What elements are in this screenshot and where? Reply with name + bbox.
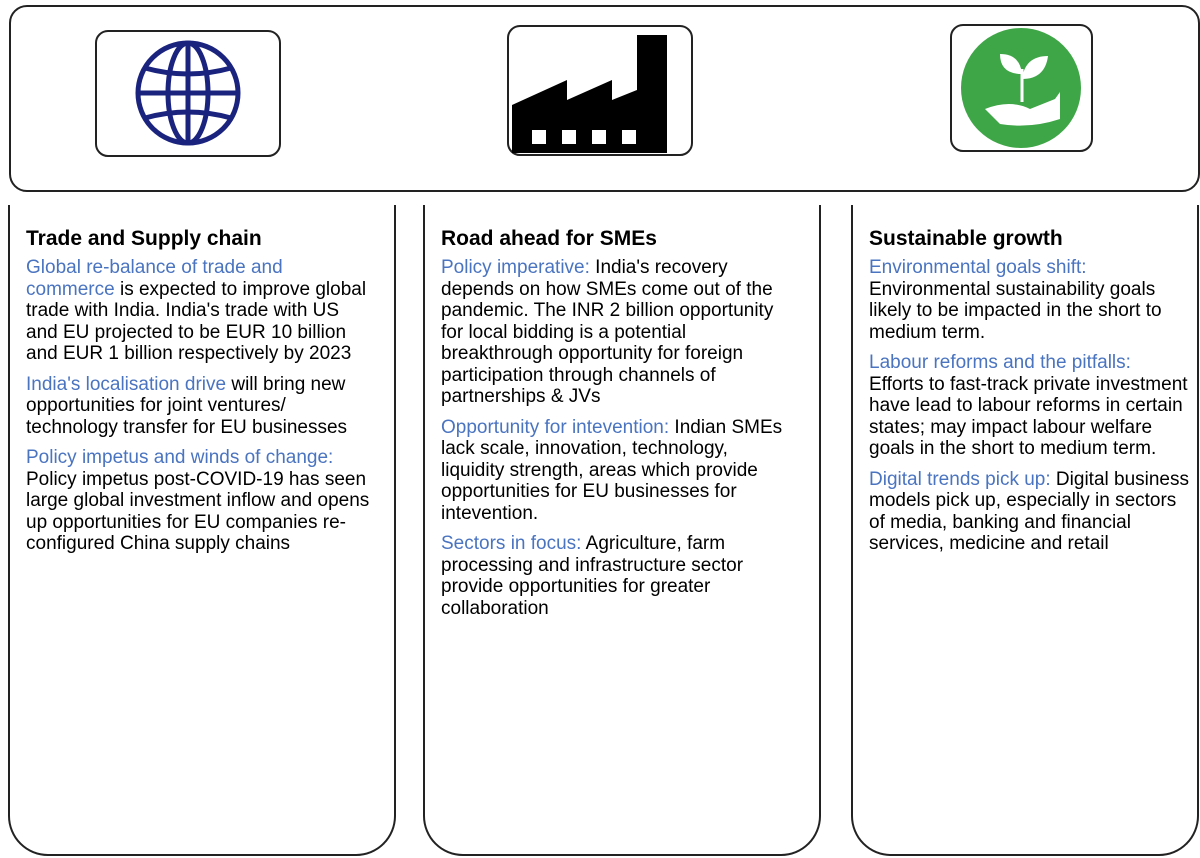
- column: Trade and Supply chain Global re-balance …: [8, 205, 396, 856]
- item-text: Policy impetus post-COVID-19 has seen la…: [26, 468, 370, 555]
- item-lead: Sectors in focus:: [441, 533, 582, 554]
- item-text: will bring new opportunities for joint v…: [26, 373, 348, 438]
- sustainability-icon: [950, 24, 1093, 152]
- item-text: Indian SMEs lack scale, innovation, tech…: [441, 416, 783, 524]
- item-text: India's recovery depends on how SMEs com…: [441, 257, 774, 407]
- item-lead: Policy imperative:: [441, 257, 590, 278]
- item-lead: Environmental goals shift:: [869, 257, 1087, 278]
- item: Policy impetus and winds of change: Poli…: [26, 447, 376, 555]
- item: Environmental goals shift: Environmental…: [869, 257, 1189, 343]
- item-lead: Labour reforms and the pitfalls:: [869, 352, 1131, 373]
- item-text: Digital business models pick up, especia…: [869, 468, 1189, 555]
- item-text: Agriculture, farm processing and infrast…: [441, 533, 744, 619]
- item: Opportunity for intevention: Indian SMEs…: [441, 417, 791, 525]
- column-title: Sustainable growth: [869, 227, 1063, 250]
- item-lead: Policy impetus and winds of change:: [26, 447, 334, 468]
- item: Labour reforms and the pitfalls: Efforts…: [869, 352, 1189, 460]
- column: Road ahead for SMEs Policy imperative: In…: [423, 205, 821, 856]
- column-content: Road ahead for SMEs Policy imperative: In…: [441, 205, 791, 628]
- item: Global re-balance of trade and commerce …: [26, 257, 376, 365]
- item-lead: Opportunity for intevention:: [441, 416, 670, 438]
- item-lead: Digital trends pick up:: [869, 468, 1051, 490]
- column-content: Sustainable growth Environmental goals sh…: [869, 205, 1189, 564]
- item-lead: Global re-balance of trade and commerce: [26, 257, 283, 300]
- factory-icon: [507, 25, 693, 156]
- item-text: Efforts to fast-track private investment…: [869, 373, 1188, 460]
- item-text: Environmental sustainability goals likel…: [869, 278, 1162, 343]
- item-text: is expected to improve global trade with…: [26, 278, 367, 365]
- column-content: Trade and Supply chain Global re-balance …: [26, 205, 376, 564]
- item: India's localisation drive will bring ne…: [26, 374, 376, 439]
- item: Digital trends pick up: Digital business…: [869, 469, 1189, 555]
- column: Sustainable growth Environmental goals sh…: [851, 205, 1199, 856]
- item-lead: India's localisation drive: [26, 373, 232, 395]
- item: Sectors in focus: Agriculture, farm proc…: [441, 533, 791, 619]
- column-title: Trade and Supply chain: [26, 227, 262, 250]
- column-title: Road ahead for SMEs: [441, 227, 657, 250]
- globe-icon: [95, 30, 281, 157]
- item: Policy imperative: India's recovery depe…: [441, 257, 791, 408]
- icon-bar: [9, 5, 1200, 192]
